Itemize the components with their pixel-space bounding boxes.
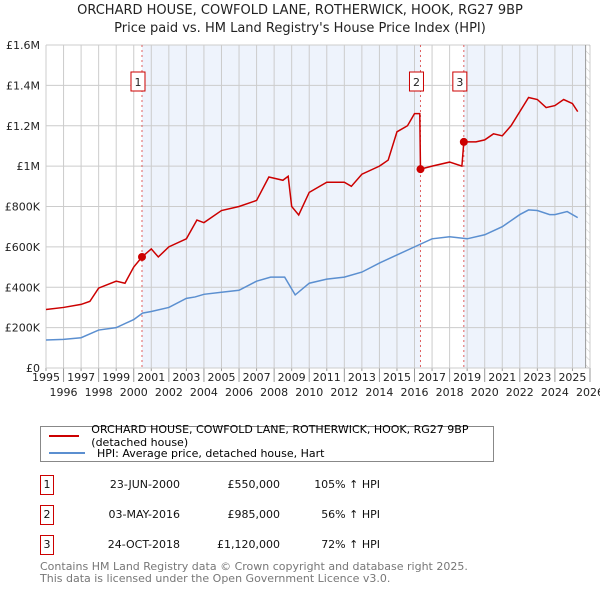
x-tick-label: 2009 [278, 371, 306, 384]
sale-price: £1,120,000 [217, 538, 280, 551]
y-tick-label: £200K [5, 322, 41, 335]
sale-hpi-change: 72% ↑ HPI [321, 538, 380, 551]
x-tick-label: 2018 [436, 386, 464, 399]
x-tick-label: 2010 [295, 386, 323, 399]
x-tick-label: 1999 [102, 371, 130, 384]
sale-date: 03-MAY-2016 [108, 508, 180, 521]
x-tick-label: 2017 [418, 371, 446, 384]
line-chart: 1995 1996 1997 1998 1999 2000 2001 2002 2003 2004… [5, 39, 600, 399]
sale-date: 23-JUN-2000 [109, 478, 180, 491]
legend-label: HPI: Average price, detached house, Hart [97, 446, 325, 460]
sale-label: 2 [413, 76, 420, 89]
sale-hpi-change: 56% ↑ HPI [321, 508, 380, 521]
y-tick-label: £0 [26, 362, 40, 375]
x-tick-label: 1996 [50, 386, 78, 399]
x-tick-label: 2024 [541, 386, 569, 399]
sale-label-box [130, 71, 146, 92]
x-tick-label: 2025 [558, 371, 586, 384]
y-tick-label: £1.4M [6, 79, 40, 92]
legend-item-hpi: HPI: Average price, detached house, Hart [49, 445, 324, 461]
chart-title: ORCHARD HOUSE, COWFOLD LANE, ROTHERWICK,… [77, 3, 523, 18]
legend-label: ORCHARD HOUSE, COWFOLD LANE, ROTHERWICK,… [91, 423, 469, 449]
x-tick-label: 2020 [471, 386, 499, 399]
sale-label-box [452, 71, 468, 92]
footer-line-2: This data is licensed under the Open Gov… [40, 572, 391, 585]
sale-hpi-change: 105% ↑ HPI [314, 478, 380, 491]
x-tick-label: 2003 [172, 371, 200, 384]
x-tick-label: 2005 [207, 371, 235, 384]
series-line [45, 209, 579, 341]
legend-item-property: ORCHARD HOUSE, COWFOLD LANE, ROTHERWICK,… [49, 423, 493, 449]
x-tick-label: 2021 [488, 371, 516, 384]
sale-point [137, 252, 146, 261]
x-tick-label: 2002 [155, 386, 183, 399]
sale-label: 1 [134, 76, 141, 89]
y-tick-label: £1M [17, 160, 41, 173]
x-tick-label: 1997 [67, 371, 95, 384]
sale-number: 3 [40, 535, 54, 555]
y-tick-label: £400K [5, 281, 41, 294]
x-tick-label: 1995 [32, 371, 60, 384]
x-tick-label: 2022 [506, 386, 534, 399]
x-tick-label: 2026 [576, 386, 600, 399]
x-tick-label: 2015 [383, 371, 411, 384]
sale-number: 2 [40, 505, 54, 525]
x-tick-label: 2001 [137, 371, 165, 384]
sale-point [416, 165, 425, 174]
x-tick-label: 2014 [365, 386, 393, 399]
x-tick-label: 2013 [348, 371, 376, 384]
x-tick-label: 2016 [401, 386, 429, 399]
x-tick-label: 2012 [330, 386, 358, 399]
x-tick-label: 1998 [85, 386, 113, 399]
footer-line-1: Contains HM Land Registry data © Crown c… [40, 560, 468, 573]
sale-price: £550,000 [227, 478, 281, 491]
x-tick-label: 2004 [190, 386, 218, 399]
sale-row: 3 24-OCT-2018 £1,120,000 72% ↑ HPI [40, 535, 440, 555]
sale-label: 3 [456, 76, 463, 89]
sale-label-box [408, 71, 424, 92]
y-tick-label: £600K [5, 241, 41, 254]
x-tick-label: 2007 [243, 371, 271, 384]
x-tick-label: 2000 [120, 386, 148, 399]
sale-price: £985,000 [227, 508, 281, 521]
sale-number: 1 [40, 475, 54, 495]
x-tick-label: 2019 [453, 371, 481, 384]
legend: ORCHARD HOUSE, COWFOLD LANE, ROTHERWICK,… [40, 423, 494, 462]
y-tick-label: £1.6M [6, 39, 40, 52]
y-tick-label: £800K [5, 201, 41, 214]
x-tick-label: 2011 [313, 371, 341, 384]
sale-row: 2 03-MAY-2016 £985,000 56% ↑ HPI [40, 505, 440, 525]
x-tick-label: 2008 [260, 386, 288, 399]
sale-date: 24-OCT-2018 [107, 538, 180, 551]
y-tick-label: £1.2M [6, 120, 40, 133]
x-tick-label: 2006 [225, 386, 253, 399]
sale-point [459, 137, 468, 146]
sale-row: 1 23-JUN-2000 £550,000 105% ↑ HPI [40, 475, 440, 495]
legend-swatch-blue [49, 452, 85, 454]
chart-subtitle: Price paid vs. HM Land Registry's House … [114, 21, 486, 36]
series-line [45, 96, 579, 311]
x-tick-label: 2023 [523, 371, 551, 384]
legend-swatch-red [49, 435, 80, 437]
